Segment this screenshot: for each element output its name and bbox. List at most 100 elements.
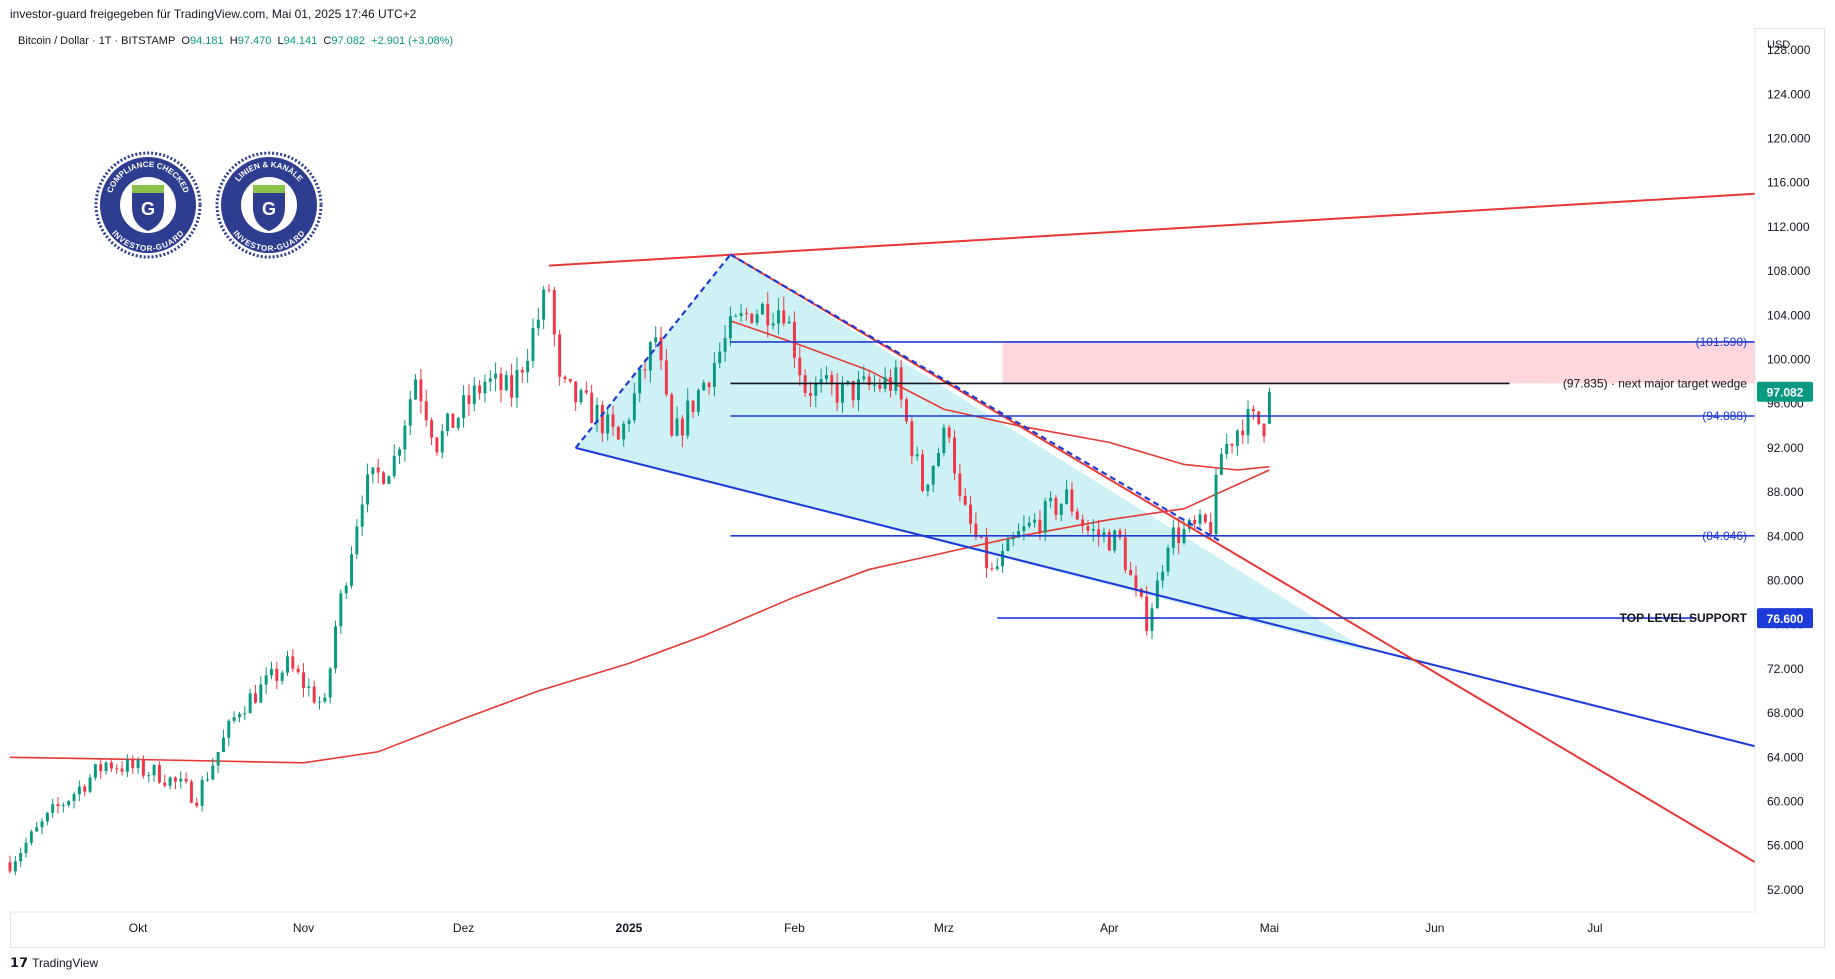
candle-body [451, 413, 455, 428]
candle [371, 467, 375, 484]
candle-body [339, 593, 343, 627]
candle [1219, 447, 1223, 475]
candle-body [83, 786, 87, 792]
candle-body [915, 454, 919, 457]
candle-body [974, 523, 978, 537]
candle [648, 340, 652, 383]
candle-body [51, 804, 55, 813]
candle-body [568, 378, 572, 382]
candle [632, 382, 636, 424]
candle [1091, 519, 1095, 542]
candle [291, 649, 295, 672]
candle [440, 424, 444, 459]
candle [915, 446, 919, 461]
candle-body [136, 760, 140, 769]
candle-body [1161, 571, 1165, 581]
candle [1113, 529, 1117, 554]
candle-body [259, 684, 263, 703]
candle [910, 417, 914, 464]
candle-body [712, 363, 716, 387]
candle [72, 791, 76, 809]
candle-body [937, 453, 940, 466]
low-value: 94.141 [283, 35, 318, 47]
candle [1203, 513, 1207, 525]
candle-body [574, 381, 578, 403]
candle-body [72, 794, 76, 801]
candle [766, 292, 770, 338]
candle-body [1065, 489, 1069, 504]
candle-body [1075, 511, 1079, 520]
candle-body [403, 425, 407, 450]
high-value: 97.470 [237, 35, 272, 47]
candle [179, 771, 183, 789]
candle-body [558, 334, 562, 377]
candle-body [184, 778, 188, 782]
tradingview-logo-icon[interactable]: 𝟭𝟳 [10, 955, 29, 970]
y-tick-label: 72.000 [1767, 662, 1804, 676]
candle [125, 754, 129, 778]
candle-body [1102, 532, 1106, 536]
candle [1171, 519, 1175, 555]
candle-body [99, 764, 103, 772]
candle-body [953, 437, 957, 474]
candle [494, 362, 498, 392]
candle-body [921, 454, 924, 492]
candle-body [168, 777, 172, 786]
candle-body [488, 378, 492, 382]
symbol-label: Bitcoin / Dollar · 1T · BITSTAMP [18, 35, 176, 47]
candle [280, 670, 284, 685]
candle [712, 352, 716, 397]
candle-body [835, 384, 839, 403]
low-label: L [277, 35, 284, 47]
candle [707, 381, 711, 396]
candle [376, 458, 380, 484]
candle-body [152, 764, 156, 776]
candle-body [243, 713, 247, 715]
candle [1145, 586, 1149, 636]
candle [814, 376, 818, 407]
candle-body [408, 399, 412, 426]
candle-body [323, 697, 327, 702]
candle [1081, 514, 1085, 534]
candle-body [600, 404, 604, 434]
candle-body [616, 426, 620, 440]
candle [894, 359, 898, 395]
candle-body [1070, 489, 1074, 512]
candle [686, 388, 690, 439]
candle [35, 821, 39, 832]
candle [595, 397, 599, 433]
candle [478, 380, 482, 400]
candle [878, 378, 882, 392]
y-tick-label: 68.000 [1767, 706, 1804, 720]
candle-body [1001, 551, 1005, 567]
candle [1086, 520, 1090, 536]
candle [248, 688, 252, 714]
candle [1118, 528, 1122, 541]
tradingview-brand[interactable]: TradingView [32, 956, 99, 970]
candle [606, 407, 610, 441]
candle [408, 390, 412, 436]
candle [958, 464, 962, 502]
candle [755, 309, 759, 326]
candle-body [93, 764, 97, 778]
candle [232, 711, 236, 724]
candle-body [910, 421, 914, 457]
candle-body [1107, 532, 1111, 551]
candle [862, 365, 866, 382]
candle-body [88, 777, 92, 792]
open-label: O [181, 35, 190, 47]
share-header: investor-guard freigegeben für TradingVi… [0, 0, 1835, 28]
candle-body [739, 313, 743, 317]
candle [990, 562, 994, 572]
candle [1107, 528, 1111, 551]
candle [1033, 513, 1037, 528]
candle [664, 349, 668, 397]
candle [1043, 497, 1047, 541]
price-tag-label: 97.082 [1767, 386, 1804, 400]
candle-body [1209, 522, 1213, 535]
candle-body [584, 390, 588, 393]
candle-body [520, 369, 524, 373]
level-label-1: (97.835) · next major target wedge [1563, 376, 1747, 390]
candle-body [1097, 529, 1101, 536]
